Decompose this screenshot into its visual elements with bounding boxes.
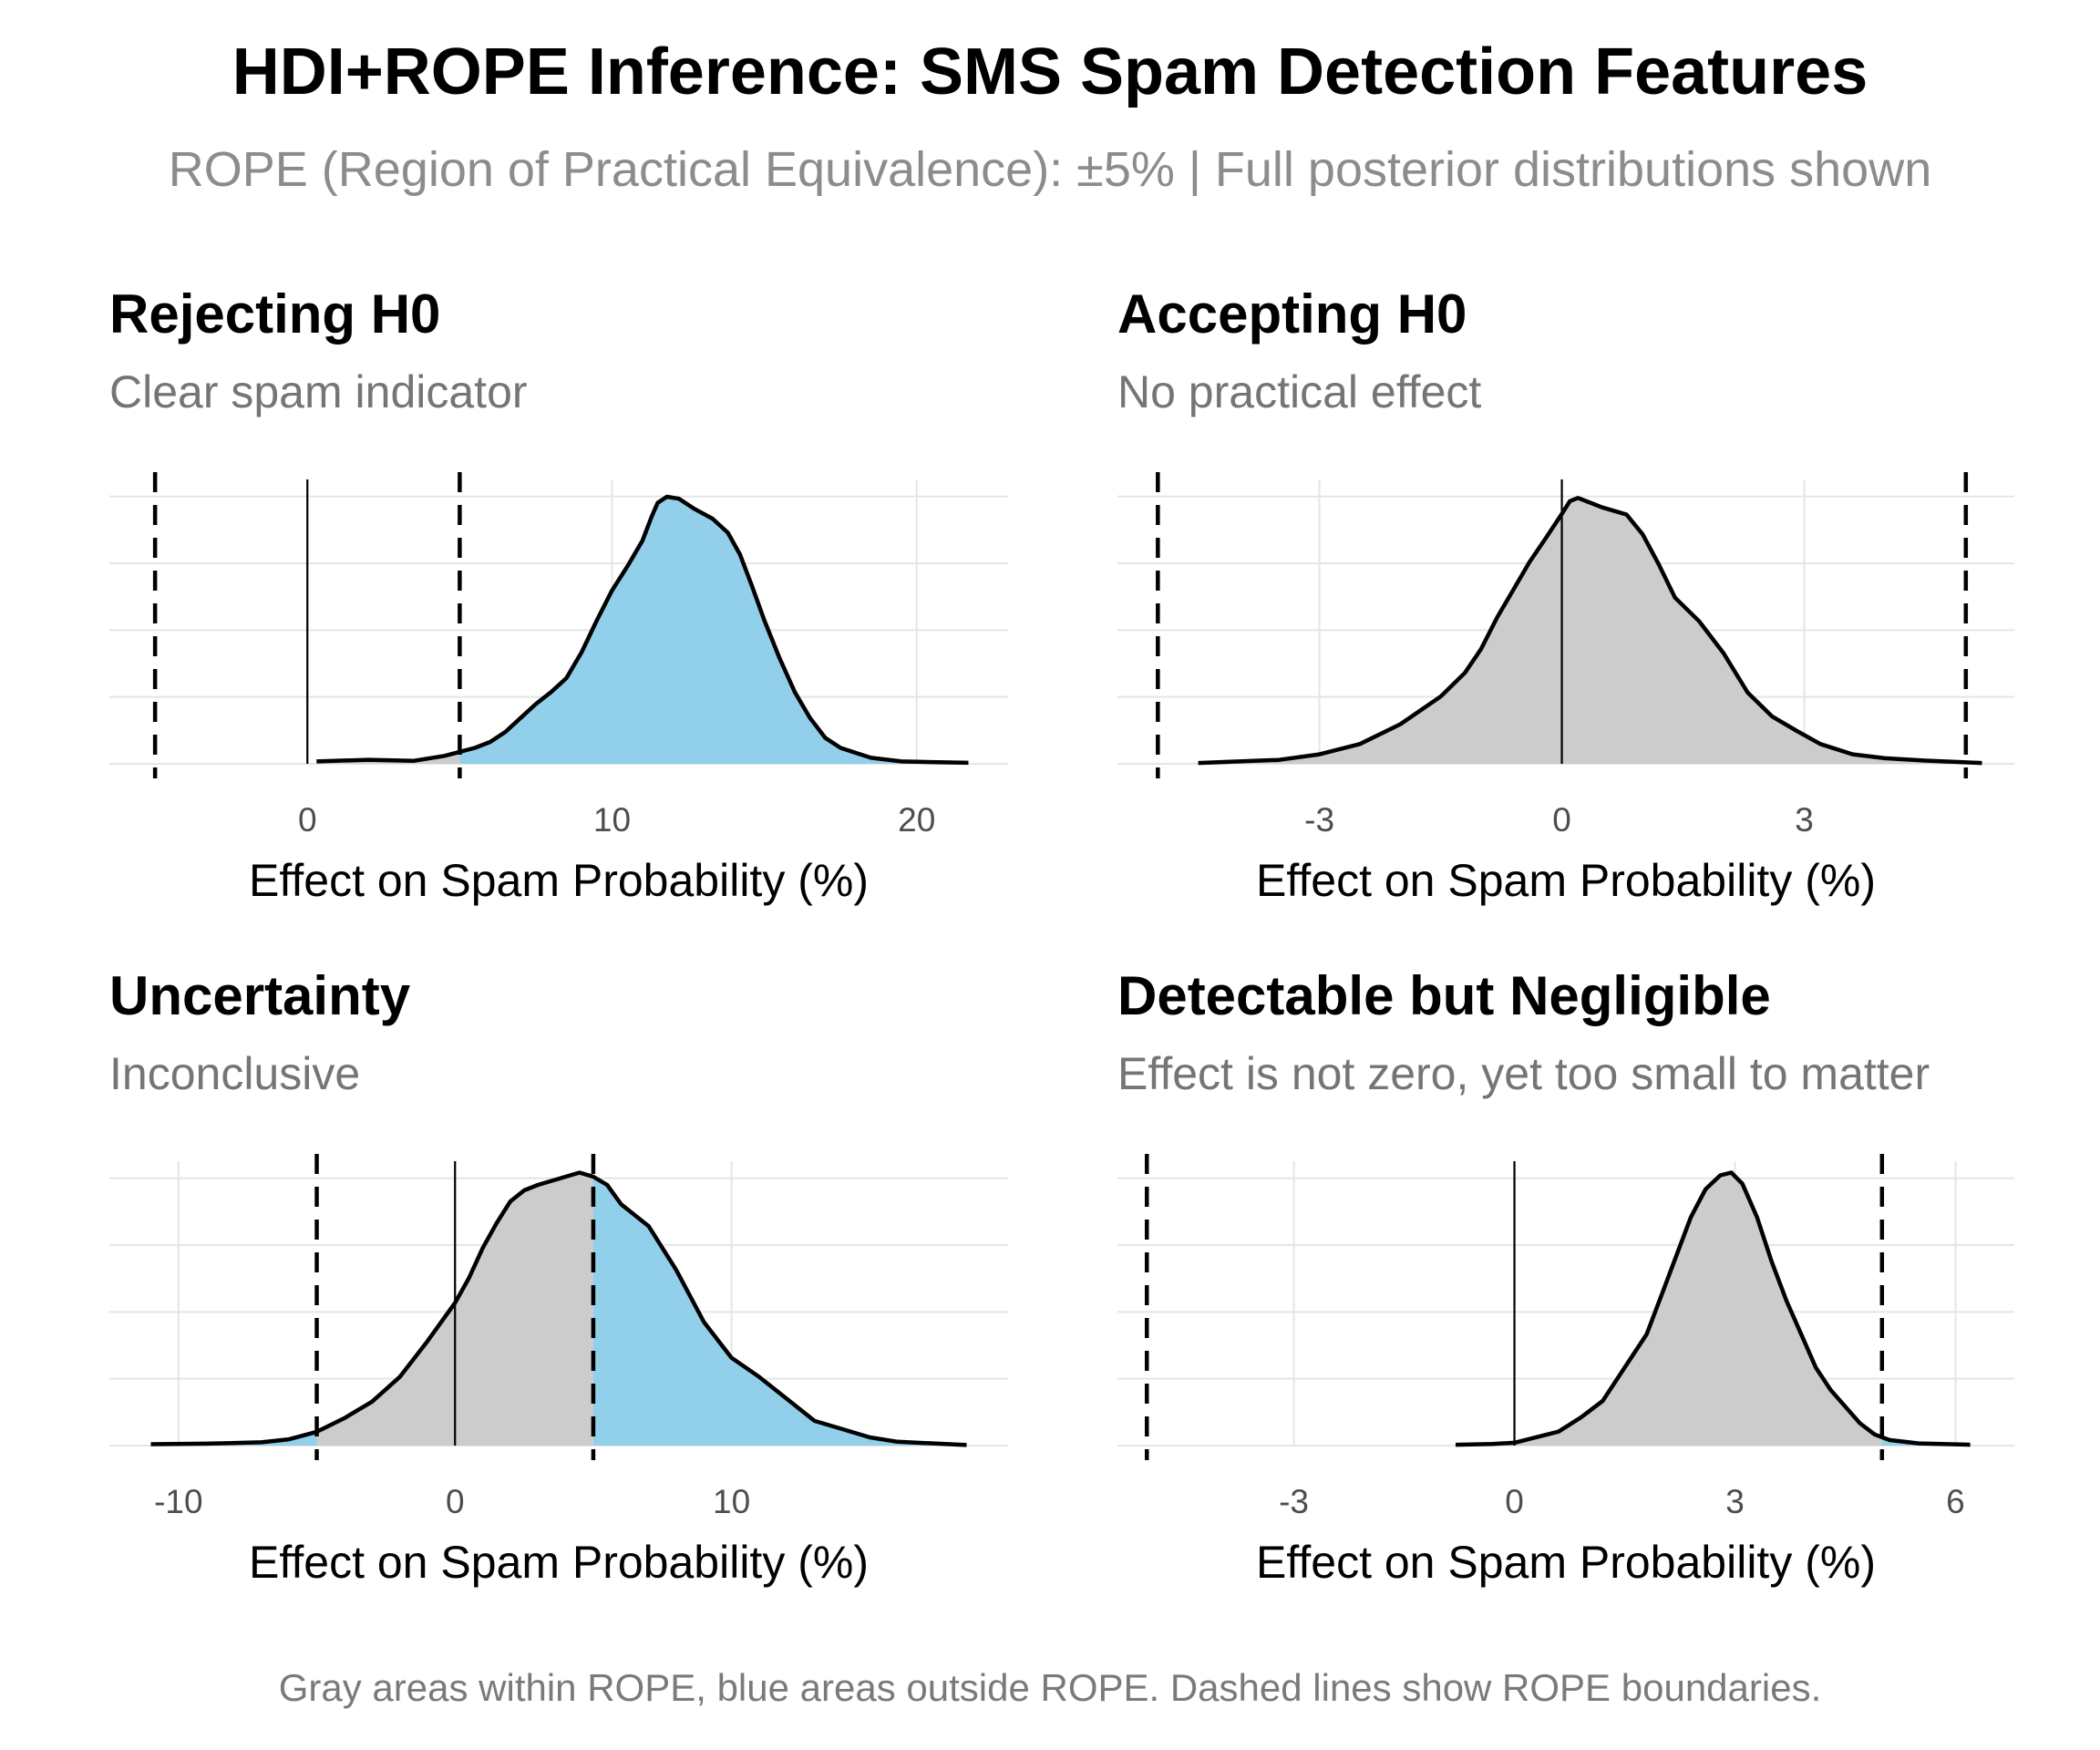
density-curve	[1198, 496, 1982, 766]
panel-title: Uncertainty	[109, 965, 411, 1026]
x-tick-label: 0	[1552, 801, 1571, 839]
panel-4: Detectable but Negligible Effect is not z…	[1117, 965, 2014, 1588]
panel-subtitle: Effect is not zero, yet too small to mat…	[1117, 1048, 1930, 1099]
x-axis-label: Effect on Spam Probability (%)	[249, 1537, 869, 1588]
x-tick-label: 0	[446, 1483, 465, 1520]
x-tick-label: 10	[593, 801, 631, 839]
panel-2: Accepting H0 No practical effect -3 0 3 Effec…	[1117, 283, 2014, 906]
x-tick-label: -10	[154, 1483, 202, 1520]
x-tick-label: 10	[713, 1483, 750, 1520]
x-tick-label: 3	[1795, 801, 1814, 839]
x-tick-label: -3	[1279, 1483, 1309, 1520]
x-tick-label: 0	[1505, 1483, 1524, 1520]
density-curve	[1455, 1170, 1971, 1447]
outside-rope-area	[592, 1177, 967, 1446]
panel-title: Detectable but Negligible	[1117, 965, 1771, 1026]
chart-title: HDI+ROPE Inference: SMS Spam Detection F…	[232, 36, 1868, 108]
x-axis-label: Effect on Spam Probability (%)	[1256, 855, 1876, 906]
x-tick-label: 20	[898, 801, 935, 839]
chart-subtitle: ROPE (Region of Practical Equivalence): …	[168, 142, 1932, 197]
inside-rope-area	[1198, 498, 1966, 764]
density-curve	[316, 494, 969, 766]
panel-3: Uncertainty Inconclusive -10 0 10 Effect on S…	[109, 965, 1008, 1588]
x-tick-label: 3	[1725, 1483, 1745, 1520]
x-tick-label: 0	[298, 801, 317, 839]
panel-subtitle: No practical effect	[1117, 366, 1481, 417]
panel-title: Rejecting H0	[109, 283, 440, 345]
x-tick-label: 6	[1946, 1483, 1965, 1520]
panel-title: Accepting H0	[1117, 283, 1467, 345]
panel-subtitle: Clear spam indicator	[109, 366, 528, 417]
density-curve	[150, 1170, 967, 1447]
chart-caption: Gray areas within ROPE, blue areas outsi…	[278, 1666, 1822, 1709]
x-axis-label: Effect on Spam Probability (%)	[249, 855, 869, 906]
inside-rope-area	[1456, 1172, 1882, 1446]
x-axis-label: Effect on Spam Probability (%)	[1256, 1537, 1876, 1588]
panel-1: Rejecting H0 Clear spam indicator 0 10 20 Eff…	[109, 283, 1008, 906]
panel-subtitle: Inconclusive	[109, 1048, 360, 1099]
x-tick-label: -3	[1304, 801, 1334, 839]
outside-rope-area	[459, 497, 969, 764]
